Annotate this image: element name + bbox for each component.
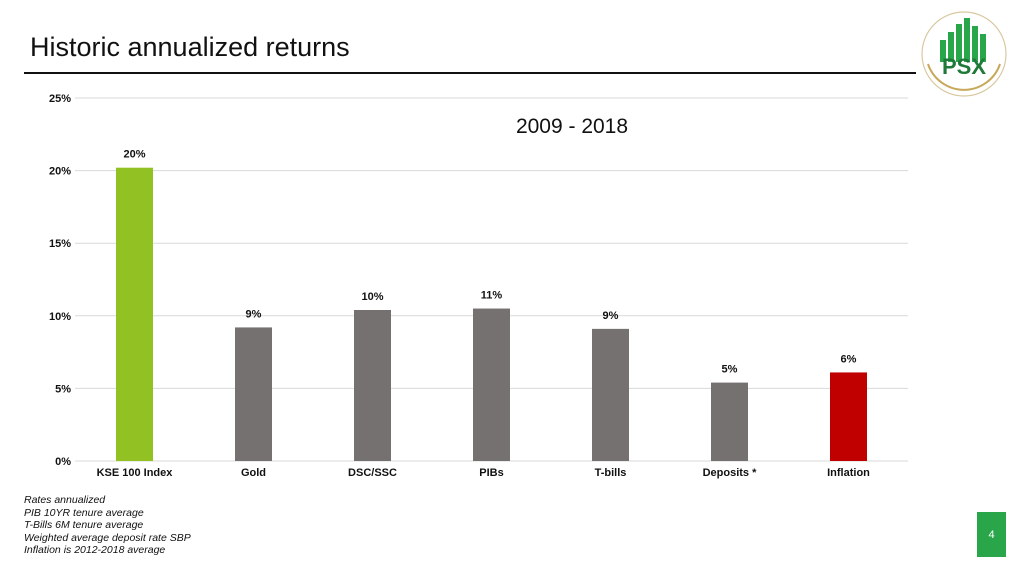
labels-layer: 0% 5% 10% 15% 20% 25% 20% KSE 100 Index 9% Gold 10… bbox=[49, 93, 870, 479]
y-tick-label: 0% bbox=[55, 456, 71, 468]
y-tick-label: 25% bbox=[49, 93, 71, 105]
x-tick-label: Inflation bbox=[827, 467, 870, 479]
footnote: PIB 10YR tenure average bbox=[24, 506, 144, 519]
footnote: Rates annualized bbox=[24, 494, 106, 506]
bar bbox=[711, 382, 748, 461]
psx-logo-text: PSX bbox=[942, 54, 986, 79]
x-tick-label: PIBs bbox=[479, 467, 503, 479]
footnote: Weighted average deposit rate SBP bbox=[24, 531, 191, 544]
page-number: 4 bbox=[977, 512, 1006, 557]
data-label: 5% bbox=[722, 364, 738, 376]
footnote: Inflation is 2012-2018 average bbox=[24, 544, 166, 557]
bar bbox=[592, 328, 629, 461]
data-label: 9% bbox=[603, 310, 619, 322]
x-tick-label: Gold bbox=[241, 467, 266, 479]
bar bbox=[235, 327, 272, 461]
x-tick-label: DSC/SSC bbox=[348, 467, 397, 479]
y-tick-label: 20% bbox=[49, 166, 71, 178]
bars-layer bbox=[116, 167, 867, 462]
title-divider bbox=[24, 72, 916, 74]
x-tick-label: KSE 100 Index bbox=[97, 467, 174, 479]
bar bbox=[473, 308, 510, 461]
data-label: 11% bbox=[481, 290, 503, 302]
data-label: 6% bbox=[841, 353, 857, 365]
chart-title: 2009 - 2018 bbox=[516, 115, 628, 138]
bar bbox=[830, 372, 867, 461]
footnote: T-Bills 6M tenure average bbox=[24, 519, 144, 532]
slide-title: Historic annualized returns bbox=[30, 32, 350, 62]
y-tick-label: 15% bbox=[49, 238, 71, 250]
data-label: 10% bbox=[361, 291, 383, 303]
x-tick-label: T-bills bbox=[595, 467, 627, 479]
bar bbox=[116, 167, 153, 462]
bar bbox=[354, 309, 391, 461]
psx-logo-icon: PSX bbox=[921, 11, 1007, 97]
y-tick-label: 5% bbox=[55, 383, 71, 395]
x-tick-label: Deposits * bbox=[703, 467, 758, 479]
footnotes: Rates annualized PIB 10YR tenure average… bbox=[24, 494, 191, 557]
data-label: 9% bbox=[246, 308, 262, 320]
y-tick-label: 10% bbox=[49, 311, 71, 323]
data-label: 20% bbox=[123, 149, 145, 161]
